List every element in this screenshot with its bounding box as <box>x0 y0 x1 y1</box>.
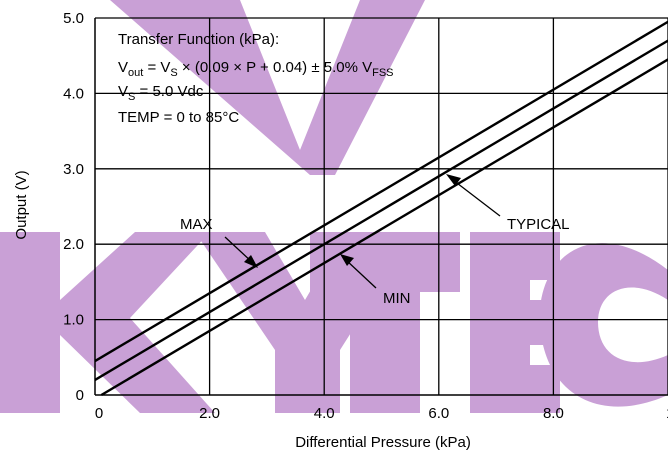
x-tick-label: 6.0 <box>428 405 449 422</box>
x-tick-label: 4.0 <box>314 405 335 422</box>
annotation-line-3: VS = 5.0 Vdc <box>118 83 204 103</box>
max-label: MAX <box>180 216 213 233</box>
y-axis-title: Output (V) <box>13 170 30 239</box>
max-arrow-head <box>244 255 258 268</box>
typical-label: TYPICAL <box>507 216 570 233</box>
x-tick-label: 2.0 <box>199 405 220 422</box>
min-label: MIN <box>383 290 411 307</box>
y-tick-labels: 0 1.0 2.0 3.0 4.0 5.0 <box>63 10 84 404</box>
axes <box>94 18 668 396</box>
y-tick-label: 0 <box>76 387 84 404</box>
y-tick-label: 2.0 <box>63 236 84 253</box>
typical-arrow-line <box>452 179 501 217</box>
x-axis-title: Differential Pressure (kPa) <box>295 434 471 451</box>
annotation-line-2: Vout = VS × (0.09 × P + 0.04) ± 5.0% VFS… <box>118 59 394 79</box>
x-tick-label: 0 <box>95 405 103 422</box>
series-group <box>94 20 668 397</box>
annotation-line-1: Transfer Function (kPa): <box>118 31 279 48</box>
y-tick-label: 3.0 <box>63 161 84 178</box>
watermark <box>0 0 668 413</box>
min-arrow-head <box>340 254 354 266</box>
y-tick-label: 4.0 <box>63 85 84 102</box>
y-tick-label: 1.0 <box>63 312 84 329</box>
series-line-max <box>94 20 668 363</box>
series-line-min <box>100 58 668 397</box>
x-tick-label: 10 <box>666 405 668 422</box>
x-tick-label: 8.0 <box>543 405 564 422</box>
series-line-typical <box>94 39 668 381</box>
callouts: MAX TYPICAL MIN <box>180 174 570 307</box>
annotation-box: Transfer Function (kPa): Vout = VS × (0.… <box>118 31 394 126</box>
y-tick-label: 5.0 <box>63 10 84 27</box>
typical-arrow-head <box>446 174 461 186</box>
x-tick-labels: 0 2.0 4.0 6.0 8.0 10 <box>95 405 668 422</box>
annotation-line-4: TEMP = 0 to 85°C <box>118 109 239 126</box>
min-arrow-line <box>345 259 377 289</box>
